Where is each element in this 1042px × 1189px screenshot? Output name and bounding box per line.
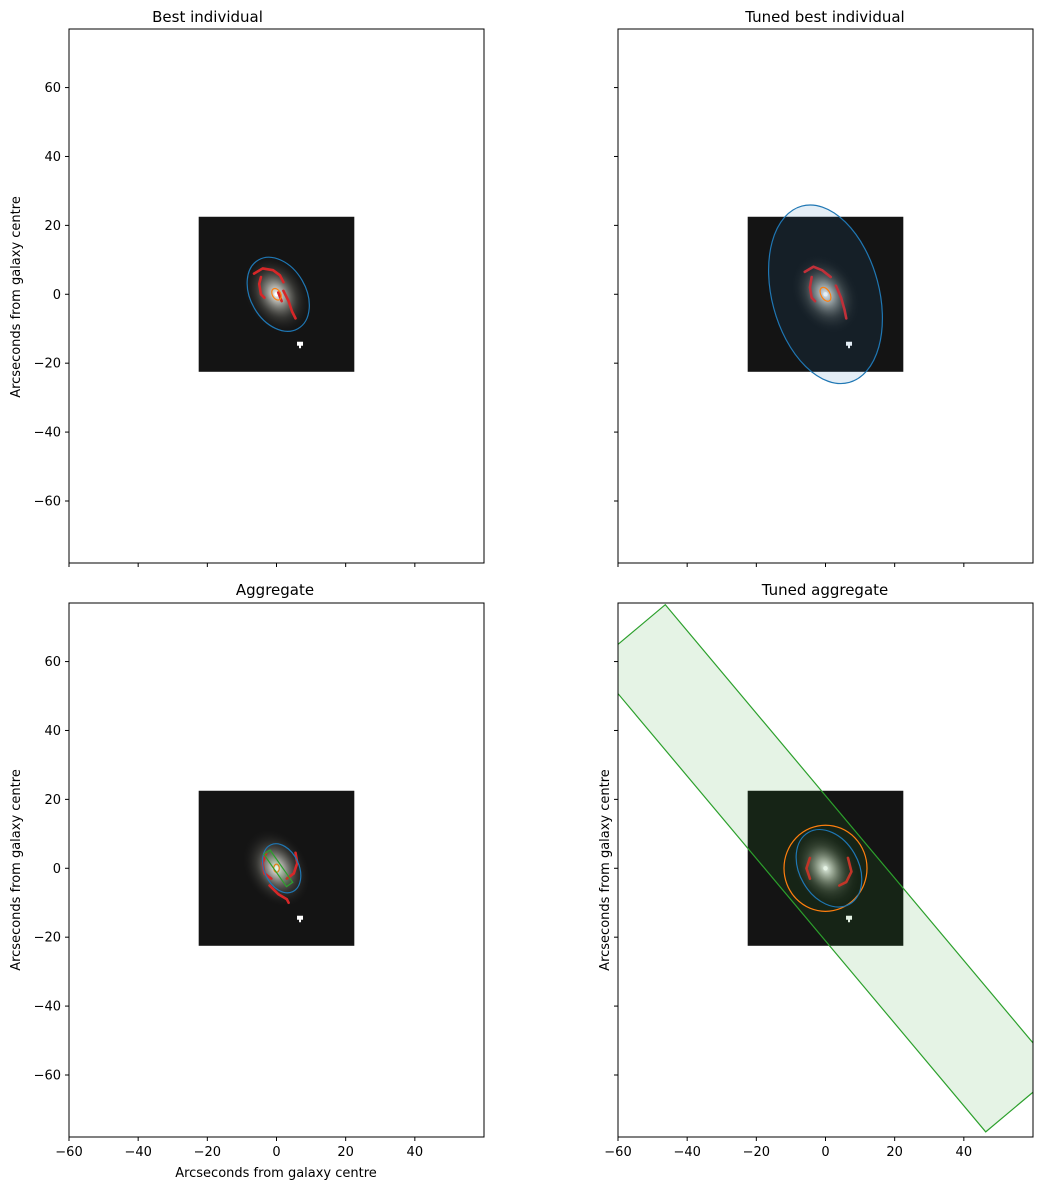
x-tick-label: −40 [124, 1145, 151, 1160]
bar-box [618, 603, 1033, 1133]
x-tick-label: 0 [821, 1145, 829, 1160]
spiral-arm [805, 856, 812, 880]
spiral-arm [276, 291, 283, 303]
x-tick-label: −60 [604, 1145, 631, 1160]
panel-best-individual: Best individual Arcseconds from galaxy c… [9, 8, 485, 567]
y-tick-label: −40 [34, 1000, 61, 1015]
y-tick-label: 60 [44, 81, 61, 96]
panel-title: Tuned best individual [744, 8, 904, 26]
plot-area [198, 790, 355, 946]
foreground-star [297, 915, 304, 920]
y-tick-label: −60 [34, 494, 61, 509]
spiral-arm [268, 884, 290, 905]
y-tick-label: −40 [34, 426, 61, 441]
x-tick-label: −20 [194, 1145, 221, 1160]
disk-ellipse [261, 843, 302, 894]
bulge-ellipse [783, 824, 868, 912]
plot-area [747, 204, 904, 385]
x-tick-label: −20 [743, 1145, 770, 1160]
panel-title: Aggregate [236, 581, 314, 599]
bar-box [262, 849, 294, 888]
bulge-ellipse [819, 286, 832, 302]
disk-ellipse [767, 204, 884, 385]
y-tick-label: 0 [53, 862, 61, 877]
y-tick-label: −20 [34, 931, 61, 946]
y-axis-label: Arcseconds from galaxy centre [9, 769, 24, 971]
x-tick-label: 20 [337, 1145, 354, 1160]
spiral-arm [834, 284, 848, 320]
foreground-star-tail [299, 919, 302, 923]
spiral-arm [803, 265, 832, 279]
foreground-star-tail [848, 345, 851, 349]
plot-area [618, 603, 1033, 1133]
panel-title: Tuned aggregate [761, 581, 889, 599]
y-tick-label: 40 [44, 724, 61, 739]
panel-tuned-aggregate: Tuned aggregate Arcseconds from galaxy c… [598, 581, 1034, 1160]
plot-area [198, 216, 355, 372]
x-tick-label: 40 [407, 1145, 424, 1160]
y-tick-label: 20 [44, 793, 61, 808]
spiral-arm [257, 275, 266, 300]
galaxy-core [823, 866, 828, 871]
foreground-star [846, 341, 853, 346]
x-axis-label: Arcseconds from galaxy centre [175, 1166, 377, 1181]
spiral-arm [282, 289, 297, 320]
y-axis-label: Arcseconds from galaxy centre [598, 769, 613, 971]
galaxy-core [823, 292, 828, 297]
x-tick-label: −60 [55, 1145, 82, 1160]
foreground-star-tail [299, 345, 302, 349]
y-tick-label: 0 [53, 288, 61, 303]
y-tick-label: 60 [44, 655, 61, 670]
y-tick-label: 40 [44, 150, 61, 165]
panel-title: Best individual [152, 8, 263, 26]
x-tick-label: −40 [673, 1145, 700, 1160]
y-tick-label: 20 [44, 219, 61, 234]
galaxy-core [274, 866, 279, 871]
bulge-ellipse [271, 287, 282, 301]
x-tick-label: 20 [886, 1145, 903, 1160]
y-axis-label: Arcseconds from galaxy centre [9, 196, 24, 398]
spiral-arm [838, 856, 853, 887]
disk-ellipse [795, 828, 863, 908]
spiral-arm [252, 267, 285, 284]
panel-tuned-best-individual: Tuned best individual [614, 8, 1034, 567]
y-tick-label: −20 [34, 357, 61, 372]
y-tick-label: −60 [34, 1068, 61, 1083]
foreground-star [297, 341, 304, 346]
foreground-star [846, 915, 853, 920]
foreground-star-tail [848, 919, 851, 923]
spiral-arm [808, 275, 817, 303]
x-tick-label: 40 [956, 1145, 973, 1160]
x-tick-label: 0 [272, 1145, 280, 1160]
panel-aggregate: Aggregate Arcseconds from galaxy centre … [9, 581, 485, 1181]
disk-ellipse [246, 256, 310, 332]
